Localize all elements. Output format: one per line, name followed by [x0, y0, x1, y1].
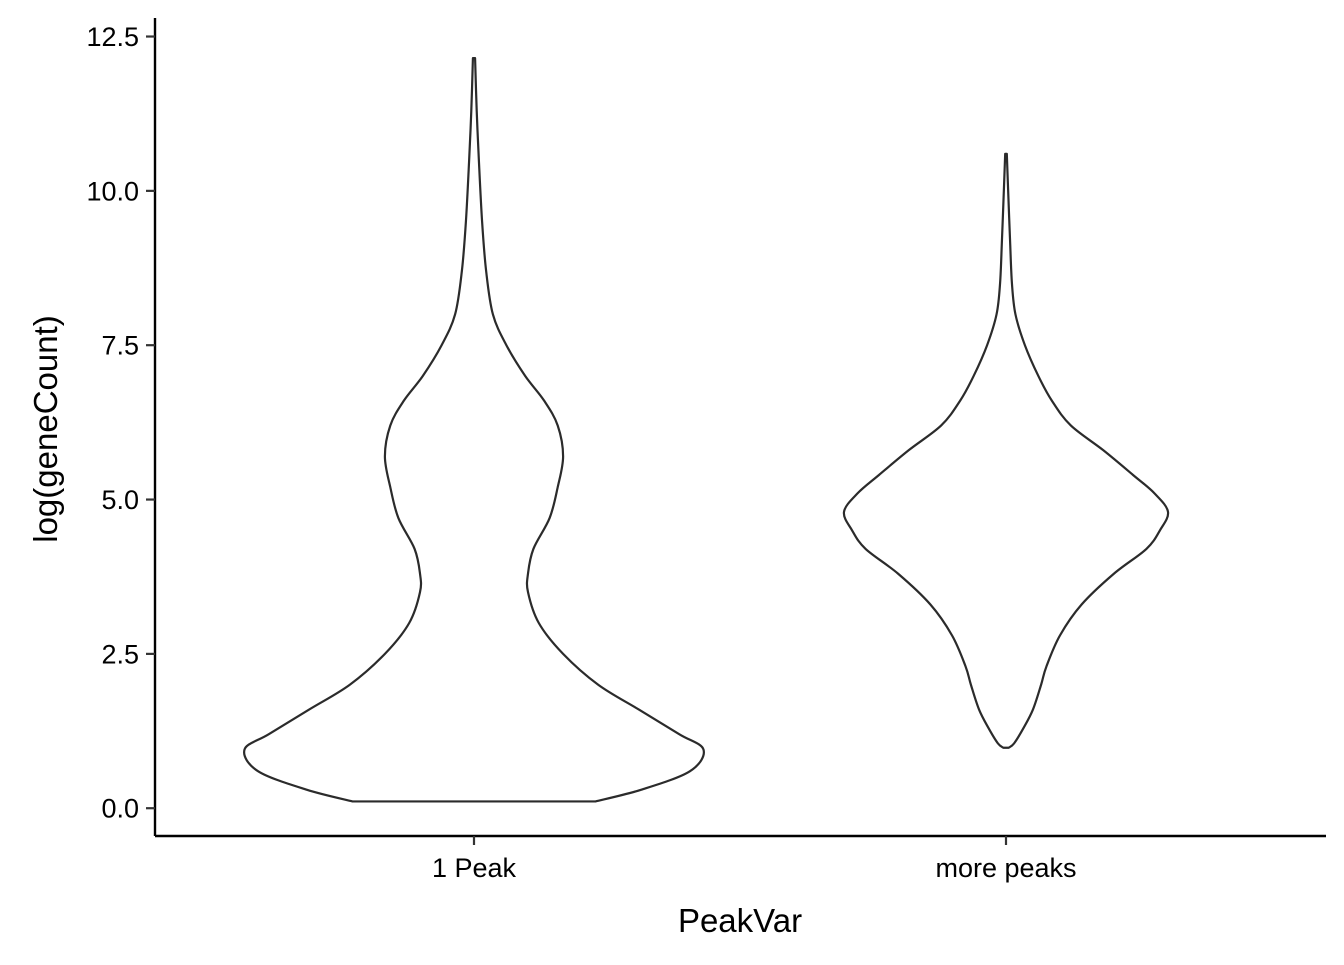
x-tick-label: more peaks — [935, 853, 1076, 883]
y-tick-label: 5.0 — [101, 485, 139, 515]
violins-layer — [243, 57, 1170, 803]
y-tick-label: 0.0 — [101, 794, 139, 824]
y-tick-label: 12.5 — [86, 22, 139, 52]
x-axis-title: PeakVar — [678, 902, 802, 939]
y-axis-title: log(geneCount) — [27, 315, 64, 543]
y-tick-label: 7.5 — [101, 331, 139, 361]
violin-more-peaks — [842, 152, 1170, 749]
y-tick-label: 10.0 — [86, 176, 139, 206]
x-tick-label: 1 Peak — [432, 853, 517, 883]
axes-layer: 0.0 2.5 5.0 7.5 10.0 12.5 1 Peak more peaks — [86, 18, 1326, 883]
violin-1-peak — [243, 57, 705, 803]
y-tick-label: 2.5 — [101, 639, 139, 669]
